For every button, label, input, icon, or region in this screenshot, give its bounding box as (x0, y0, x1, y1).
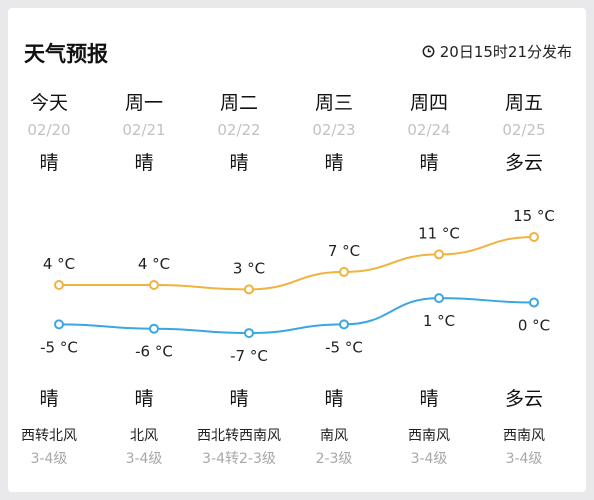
day-label: 周二 (219, 92, 258, 114)
wind-level: 3-4级 (505, 451, 543, 467)
low-temp-point (244, 328, 254, 339)
forecast-card: 天气预报 20日15时21分发布 (8, 8, 586, 492)
weather-day: 多云 (504, 152, 543, 174)
wind-direction: 西北转西南风 (197, 428, 281, 444)
weather-night: 多云 (504, 388, 543, 410)
high-temp-point (54, 280, 64, 291)
weather-day: 晴 (324, 152, 344, 174)
day-date: 02/25 (502, 121, 546, 139)
page-title: 天气预报 (24, 42, 108, 66)
high-temp-point (244, 284, 254, 295)
weather-night: 晴 (39, 388, 59, 410)
wind-level: 3-4转2-3级 (202, 451, 276, 467)
low-temp-label: -5 °C (325, 338, 363, 356)
high-temp-label: 11 °C (418, 224, 460, 242)
high-temp-point (529, 231, 539, 242)
low-temp-label: 1 °C (423, 312, 455, 330)
wind-level: 2-3级 (315, 451, 353, 467)
day-label: 周五 (504, 92, 543, 114)
clock-icon (422, 45, 435, 58)
low-temp-point (529, 297, 539, 308)
weather-day: 晴 (134, 152, 154, 174)
low-temp-point (339, 319, 349, 330)
day-label: 周一 (124, 92, 163, 114)
wind-level: 3-4级 (410, 451, 448, 467)
high-temp-label: 15 °C (513, 207, 555, 225)
day-date: 02/22 (217, 121, 261, 139)
day-label: 周三 (314, 92, 353, 114)
day-date: 02/20 (27, 121, 71, 139)
publish-time-text: 20日15时21分发布 (439, 43, 572, 61)
wind-direction: 南风 (320, 428, 348, 444)
weather-night: 晴 (324, 388, 344, 410)
low-temp-point (149, 323, 159, 334)
low-temp-line (58, 297, 535, 335)
high-temp-point (339, 266, 349, 277)
high-temp-label: 3 °C (233, 259, 265, 277)
low-temp-point (434, 293, 444, 304)
wind-direction: 北风 (130, 428, 158, 444)
day-date: 02/24 (407, 121, 451, 139)
weather-day: 晴 (229, 152, 249, 174)
high-temp-point (434, 249, 444, 260)
wind-level: 3-4级 (30, 451, 68, 467)
low-temp-label: -6 °C (135, 343, 173, 361)
wind-level: 3-4级 (125, 451, 163, 467)
weather-night: 晴 (229, 388, 249, 410)
day-date: 02/23 (312, 121, 356, 139)
weather-day: 晴 (39, 152, 59, 174)
low-temp-label: 0 °C (518, 317, 550, 335)
low-temp-label: -7 °C (230, 347, 268, 365)
high-temp-point (149, 280, 159, 291)
weather-day: 晴 (419, 152, 439, 174)
publish-time: 20日15时21分发布 (422, 41, 572, 62)
low-temp-point (54, 319, 64, 330)
low-temp-label: -5 °C (40, 338, 78, 356)
wind-direction: 西南风 (408, 428, 450, 444)
day-label: 今天 (29, 92, 68, 114)
high-temp-label: 4 °C (43, 255, 75, 273)
weather-night: 晴 (419, 388, 439, 410)
day-date: 02/21 (122, 121, 166, 139)
high-temp-label: 7 °C (328, 242, 360, 260)
weather-night: 晴 (134, 388, 154, 410)
wind-direction: 西南风 (503, 428, 545, 444)
high-temp-label: 4 °C (138, 255, 170, 273)
high-temp-line (58, 235, 535, 291)
wind-direction: 西转北风 (21, 428, 77, 444)
day-label: 周四 (409, 92, 448, 114)
